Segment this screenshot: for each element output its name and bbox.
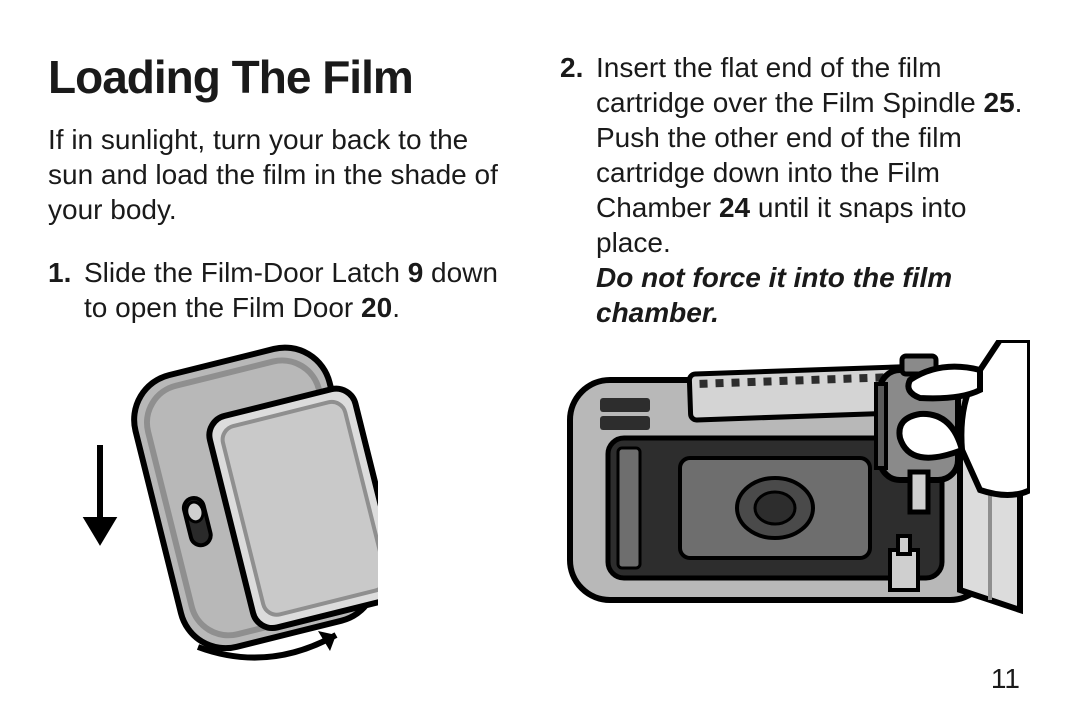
right-column: 2. Insert the flat end of the film cartr…	[540, 50, 1032, 679]
step-2-number: 2.	[560, 50, 583, 85]
step-2: 2. Insert the flat end of the film cartr…	[560, 50, 1032, 330]
step-1-text-c: .	[392, 292, 400, 323]
step-1: 1. Slide the Film-Door Latch 9 down to o…	[48, 255, 520, 325]
step-2-ref-25: 25	[984, 87, 1015, 118]
page-title: Loading The Film	[48, 50, 520, 104]
page-number: 11	[991, 663, 1020, 695]
figure-insert-cartridge	[560, 340, 1030, 640]
step-list-right: 2. Insert the flat end of the film cartr…	[560, 50, 1032, 330]
step-1-text-a: Slide the Film-Door Latch	[84, 257, 408, 288]
step-2-warning: Do not force it into the film chamber.	[596, 262, 952, 328]
step-1-number: 1.	[48, 255, 71, 290]
step-1-ref-9: 9	[408, 257, 424, 288]
left-column: Loading The Film If in sunlight, turn yo…	[48, 50, 540, 679]
step-2-text-a: Insert the flat end of the film cartridg…	[596, 52, 984, 118]
step-2-ref-24: 24	[719, 192, 750, 223]
figure-film-door	[78, 335, 378, 665]
intro-text: If in sunlight, turn your back to the su…	[48, 122, 520, 227]
manual-page: Loading The Film If in sunlight, turn yo…	[0, 0, 1080, 719]
step-list-left: 1. Slide the Film-Door Latch 9 down to o…	[48, 255, 520, 325]
step-1-ref-20: 20	[361, 292, 392, 323]
